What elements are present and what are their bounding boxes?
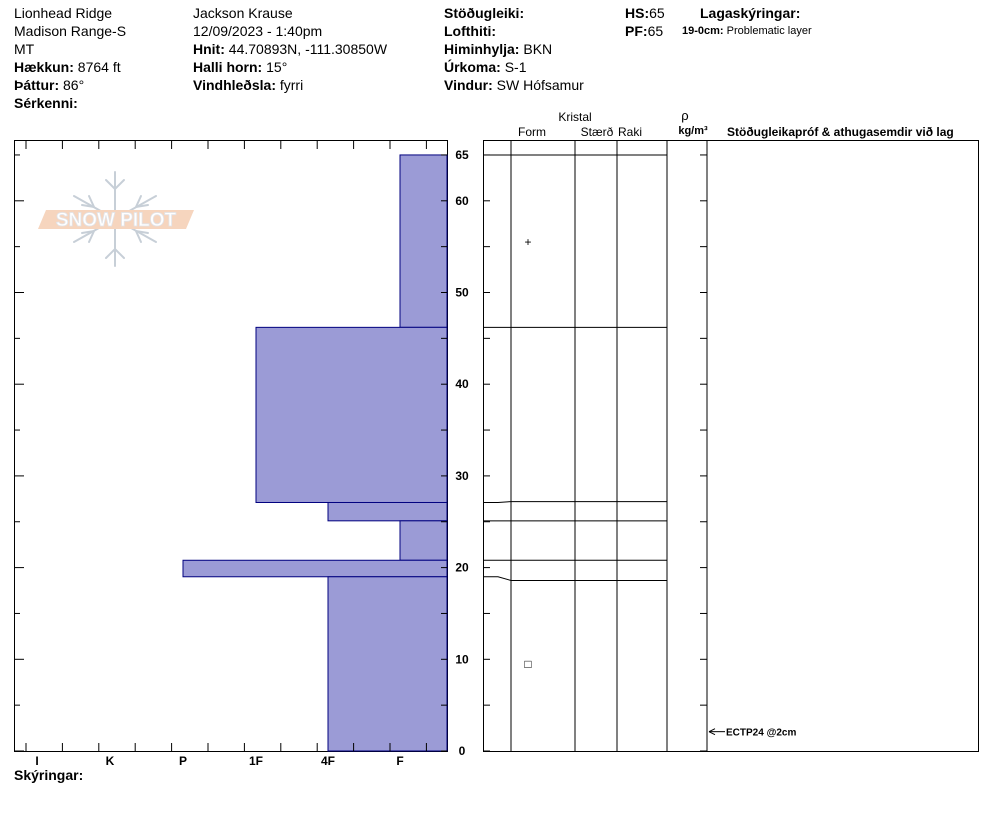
form-header: Form xyxy=(518,125,546,139)
layer-bar xyxy=(327,576,448,752)
layer-note: 19-0cm: Problematic layer xyxy=(682,25,812,37)
crystal-header: Kristal xyxy=(558,110,591,124)
layer-row-line xyxy=(484,501,667,503)
axis-ticks: I K P 1F 4F F 0 10 20 30 40 50 60 65 xyxy=(14,141,707,768)
elevation: Hækkun: 8764 ft xyxy=(14,59,121,75)
hardness-tick-label: K xyxy=(106,754,115,768)
features-label: Sérkenni: xyxy=(14,95,78,111)
depth-tick-label: 30 xyxy=(455,469,469,483)
layer-table-frame xyxy=(483,140,979,752)
aspect: Þáttur: 86° xyxy=(14,77,85,93)
precipitation: Úrkoma: S-1 xyxy=(444,59,527,75)
depth-tick-label: 50 xyxy=(455,286,469,300)
hardness-tick-label: 1F xyxy=(249,754,263,768)
depth-tick-label: 20 xyxy=(455,561,469,575)
footer-notes-label: Skýringar: xyxy=(14,767,84,783)
location-name: Lionhead Ridge xyxy=(14,5,113,21)
state: MT xyxy=(14,41,35,57)
tests-header: Stöðugleikapróf & athugasemdir við lag xyxy=(727,125,954,139)
layer-bar xyxy=(399,154,448,328)
density-symbol: ρ xyxy=(681,108,688,123)
hardness-tick-label: 4F xyxy=(321,754,335,768)
depth-tick-label: 0 xyxy=(459,744,466,758)
depth-tick-label: 10 xyxy=(455,652,469,666)
depth-tick-label: 40 xyxy=(455,377,469,391)
moisture-header: Raki xyxy=(618,125,642,139)
depth-tick-label: 60 xyxy=(455,194,469,208)
hardness-tick-label: I xyxy=(35,754,38,768)
grain-form-symbol: □ xyxy=(524,657,531,671)
layer-bar xyxy=(327,501,448,522)
foot-penetration: PF:65 xyxy=(625,23,664,39)
snow-height: HS:65 xyxy=(625,5,665,21)
test-result-label: ECTP24 @2cm xyxy=(726,728,796,739)
depth-tick-label: 65 xyxy=(455,148,469,162)
test-arrow xyxy=(708,728,716,736)
slope-angle: Halli horn: 15° xyxy=(193,59,288,75)
observer-name: Jackson Krause xyxy=(193,5,293,21)
layer-bar xyxy=(255,326,448,503)
snowpilot-logo: SNOW PILOT xyxy=(38,171,194,267)
air-temp-label: Lofthiti: xyxy=(444,23,497,39)
layer-notes-label: Lagaskýringar: xyxy=(700,5,801,21)
size-header: Stærð xyxy=(581,125,614,139)
layer-bar xyxy=(182,559,448,578)
hardness-tick-label: P xyxy=(179,754,187,768)
hardness-tick-label: F xyxy=(396,754,403,768)
stability-label: Stöðugleiki: xyxy=(444,5,525,21)
layer-table: + □ ECTP24 @2cm xyxy=(484,141,796,751)
observation-datetime: 12/09/2023 - 1:40pm xyxy=(193,23,323,39)
logo-text: SNOW PILOT xyxy=(56,210,177,231)
mountain-range: Madison Range-S xyxy=(14,23,127,39)
layer-bars xyxy=(182,154,448,752)
wind-loading: Vindhleðsla: fyrri xyxy=(193,77,304,93)
grain-form-symbol: + xyxy=(524,235,531,249)
coordinates: Hnit: 44.70893N, -111.30850W xyxy=(193,41,388,57)
wind: Vindur: SW Hófsamur xyxy=(444,77,584,93)
sky-cover: Himinhylja: BKN xyxy=(444,41,553,57)
layer-row-line xyxy=(484,576,667,581)
density-unit: kg/m³ xyxy=(678,125,708,137)
layer-bar xyxy=(399,520,448,561)
